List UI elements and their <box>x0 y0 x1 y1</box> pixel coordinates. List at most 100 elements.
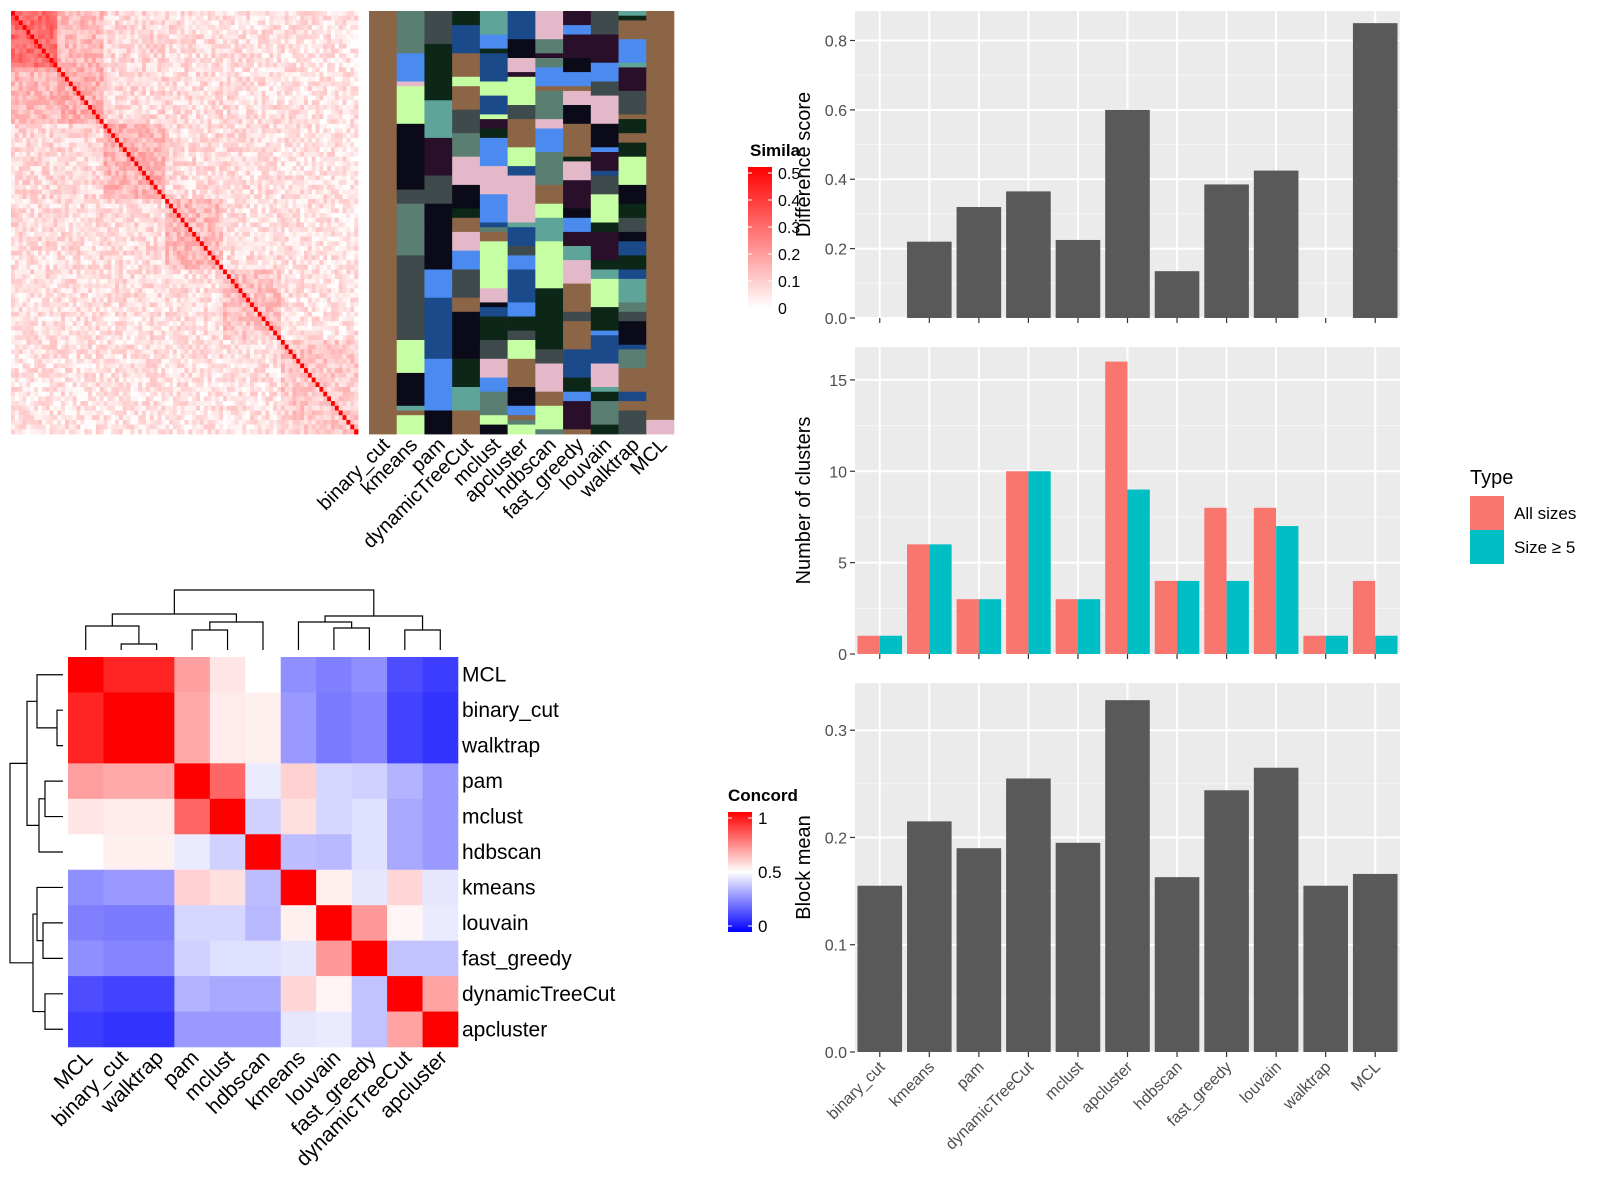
sim-cell <box>172 39 178 45</box>
sim-cell <box>350 180 355 186</box>
sim-cell <box>172 184 178 190</box>
sim-cell <box>99 62 104 68</box>
sim-cell <box>95 166 101 172</box>
sim-cell <box>230 128 236 134</box>
sim-cell <box>338 137 343 143</box>
sim-cell <box>269 81 274 87</box>
sim-cell <box>99 208 104 214</box>
sim-cell <box>207 62 212 68</box>
sim-cell <box>11 105 16 111</box>
sim-cell <box>45 175 50 181</box>
sim-cell <box>234 133 239 139</box>
sim-cell <box>22 236 27 242</box>
sim-cell <box>223 34 228 40</box>
sim-cell <box>64 260 70 266</box>
sim-cell <box>230 142 236 148</box>
sim-cell <box>80 222 85 228</box>
sim-cell <box>14 152 20 158</box>
sim-cell <box>157 67 162 73</box>
sim-cell <box>323 222 328 228</box>
sim-cell <box>134 142 139 148</box>
sim-cell <box>350 53 355 59</box>
sim-cell <box>230 81 236 87</box>
sim-cell <box>246 147 251 153</box>
sim-cell <box>161 236 166 242</box>
sim-cell <box>219 11 224 17</box>
sim-cell <box>91 203 97 209</box>
sim-cell <box>84 128 89 134</box>
sim-cell <box>72 208 77 214</box>
sim-cell <box>311 170 316 176</box>
sim-cell <box>342 208 347 214</box>
sim-cell <box>269 208 274 214</box>
sim-cell <box>18 109 23 115</box>
sim-cell <box>250 203 255 209</box>
sim-cell <box>88 203 93 209</box>
sim-cell <box>126 189 131 195</box>
sim-cell <box>22 269 27 275</box>
sim-cell <box>280 105 286 111</box>
sim-cell <box>219 25 224 31</box>
sim-cell <box>180 194 185 200</box>
sim-cell <box>45 105 50 111</box>
sim-cell <box>300 260 305 266</box>
sim-cell <box>122 246 128 252</box>
sim-cell <box>323 246 328 252</box>
sim-cell <box>180 114 185 120</box>
sim-cell <box>134 20 139 26</box>
sim-cell <box>11 29 16 35</box>
sim-cell <box>180 119 185 125</box>
sim-cell <box>165 175 170 181</box>
sim-cell <box>219 67 224 73</box>
sim-cell <box>145 11 151 17</box>
sim-cell <box>76 67 81 73</box>
sim-cell <box>64 246 70 252</box>
sim-cell <box>315 246 320 252</box>
sim-cell <box>230 203 236 209</box>
sim-cell <box>211 100 216 106</box>
sim-cell <box>111 170 116 176</box>
sim-cell <box>111 67 116 73</box>
sim-cell <box>223 264 228 270</box>
sim-cell <box>292 25 297 31</box>
sim-cell <box>277 236 282 242</box>
sim-cell <box>64 39 70 45</box>
sim-cell <box>184 72 189 78</box>
sim-cell <box>26 236 31 242</box>
sim-cell <box>76 95 81 101</box>
sim-cell <box>277 34 282 40</box>
sim-cell <box>257 246 263 252</box>
sim-cell <box>176 137 182 143</box>
sim-cell <box>145 90 151 96</box>
sim-cell <box>53 166 58 172</box>
sim-cell <box>304 86 309 92</box>
sim-cell <box>76 53 81 59</box>
sim-cell <box>169 11 174 17</box>
sim-cell <box>280 58 286 64</box>
sim-cell <box>41 246 47 252</box>
sim-cell <box>292 166 297 172</box>
sim-cell <box>331 20 336 26</box>
sim-cell <box>230 11 236 17</box>
sim-cell <box>215 180 220 186</box>
sim-cell <box>176 269 182 275</box>
sim-cell <box>91 213 97 219</box>
sim-cell <box>57 189 62 195</box>
sim-cell <box>26 128 31 134</box>
sim-cell <box>207 86 212 92</box>
sim-cell <box>49 189 54 195</box>
sim-cell <box>184 62 189 68</box>
sim-cell <box>37 217 43 223</box>
sim-cell <box>230 189 236 195</box>
sim-cell <box>188 67 193 73</box>
sim-cell <box>334 203 340 209</box>
sim-cell <box>211 175 216 181</box>
sim-cell <box>142 114 147 120</box>
sim-cell <box>342 58 347 64</box>
sim-cell <box>346 43 351 49</box>
sim-cell <box>153 137 158 143</box>
sim-cell <box>265 194 270 200</box>
sim-cell <box>172 119 178 125</box>
sim-cell <box>157 58 162 64</box>
sim-cell <box>61 199 66 205</box>
